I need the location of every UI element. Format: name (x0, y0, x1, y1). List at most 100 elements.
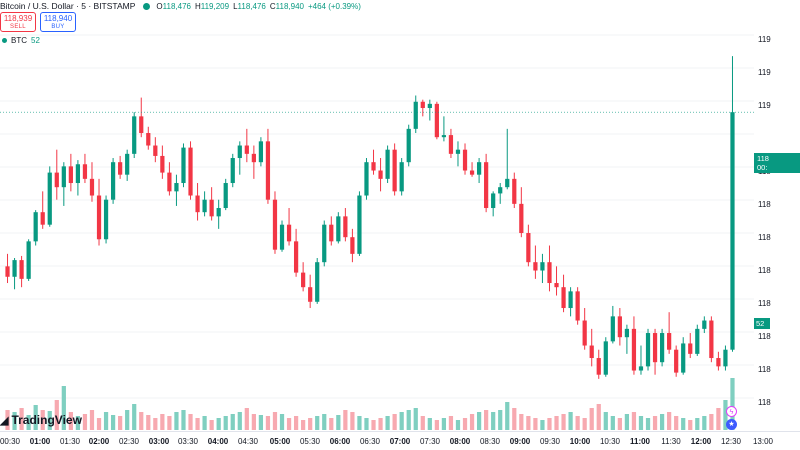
candle (343, 208, 348, 242)
candle-body (589, 345, 594, 359)
candle (160, 145, 165, 179)
candle (667, 312, 672, 354)
candle-body (709, 320, 714, 359)
volume-bar (47, 411, 52, 430)
volume-bar (322, 414, 327, 430)
candle-body (216, 208, 221, 217)
candle (413, 95, 418, 134)
trade-buttons: 118,939 SELL 118,940 BUY (0, 12, 76, 32)
volume-bar (293, 416, 299, 430)
candle (596, 349, 601, 379)
time-label: 09:30 (539, 437, 561, 446)
volume-bar (223, 416, 228, 430)
indicator-value: 52 (31, 36, 40, 45)
buy-label: BUY (51, 24, 65, 30)
candle (364, 158, 369, 200)
volume-bar (709, 414, 714, 430)
candle-body (406, 128, 411, 163)
time-label: 04:00 (207, 437, 229, 446)
volume-bar (26, 415, 31, 430)
time-axis[interactable]: 00:30 01:00 01:30 02:00 02:30 03:00 03:3… (0, 431, 800, 450)
volume-bar (512, 408, 517, 430)
candle (540, 253, 545, 284)
volume-bar (638, 416, 644, 430)
candle-body (174, 183, 179, 192)
us-flag-icon[interactable]: ★ (726, 419, 737, 430)
candle (357, 191, 362, 256)
volume-bar (568, 412, 573, 430)
candle (118, 155, 123, 179)
volume-bar (498, 410, 503, 430)
candle-body (505, 178, 510, 188)
candle-body (357, 195, 362, 254)
candle-body (681, 343, 686, 373)
volume-bar (427, 418, 432, 430)
close-value: 118,940 (275, 1, 304, 11)
volume-bar (146, 415, 151, 430)
candle (139, 97, 144, 138)
candle-body (448, 135, 454, 154)
volume-bar (441, 418, 447, 430)
volume-bar (519, 414, 524, 430)
candle-body (624, 328, 630, 338)
candle (610, 305, 615, 344)
candle-body (118, 162, 123, 175)
price-scale[interactable]: 119 119 119 118 118 118 118 118 118 118 … (754, 0, 800, 430)
volume-bar (336, 415, 341, 430)
symbol-title[interactable]: Bitcoin / U.S. Dollar · 5 · BITSTAMP (0, 1, 136, 11)
volume-indicator-legend[interactable]: BTC 52 (0, 36, 40, 45)
high-key: H (194, 1, 201, 11)
candle-body (103, 199, 109, 240)
candle-body (723, 349, 728, 367)
candle (512, 172, 517, 209)
candle-body (512, 178, 517, 204)
candle (308, 274, 313, 309)
candle-body (265, 141, 271, 200)
volume-bar (89, 410, 95, 430)
volume-bar (350, 412, 355, 430)
sell-price: 118,939 (3, 14, 33, 23)
candle-body (385, 149, 390, 179)
volume-bar (582, 418, 587, 430)
candle (279, 220, 285, 252)
candle-body (160, 155, 165, 173)
candle-body (617, 316, 622, 338)
volume-bar (610, 416, 615, 430)
volume-bar (258, 415, 264, 430)
volume-bar (462, 418, 468, 430)
buy-button[interactable]: 118,940 BUY (40, 12, 76, 32)
candle-body (441, 135, 447, 138)
candle (19, 255, 24, 288)
volume-bar (237, 412, 242, 430)
volume-bar (40, 410, 45, 430)
candle (547, 245, 552, 292)
candle-body (631, 328, 637, 371)
candle (146, 126, 151, 150)
candle-body (279, 224, 285, 250)
time-label: 09:00 (509, 437, 531, 446)
bolt-icon[interactable]: ϟ (726, 406, 737, 417)
candle-body (434, 103, 439, 138)
volume-bar (589, 408, 594, 430)
candle (293, 228, 299, 277)
candle-body (89, 178, 95, 196)
price-scale-label: 119 (758, 35, 771, 44)
volume-bar (230, 414, 235, 430)
candle (125, 149, 130, 181)
candle-body (491, 193, 496, 209)
time-label: 07:30 (419, 437, 441, 446)
candle-body (688, 343, 693, 354)
candle-body (695, 328, 700, 354)
volume-bar (695, 418, 700, 430)
tradingview-logo[interactable]: ◢ TradingView (0, 413, 82, 427)
candle-body (110, 162, 116, 200)
volume-bar (413, 408, 418, 430)
candle-body (61, 166, 66, 188)
sell-button[interactable]: 118,939 SELL (0, 12, 36, 32)
candle (216, 199, 221, 229)
candle-body (519, 203, 524, 234)
open-value: 118,476 (162, 1, 191, 11)
tradingview-logo-icon: ◢ (0, 414, 9, 427)
time-label: 04:30 (237, 437, 259, 446)
